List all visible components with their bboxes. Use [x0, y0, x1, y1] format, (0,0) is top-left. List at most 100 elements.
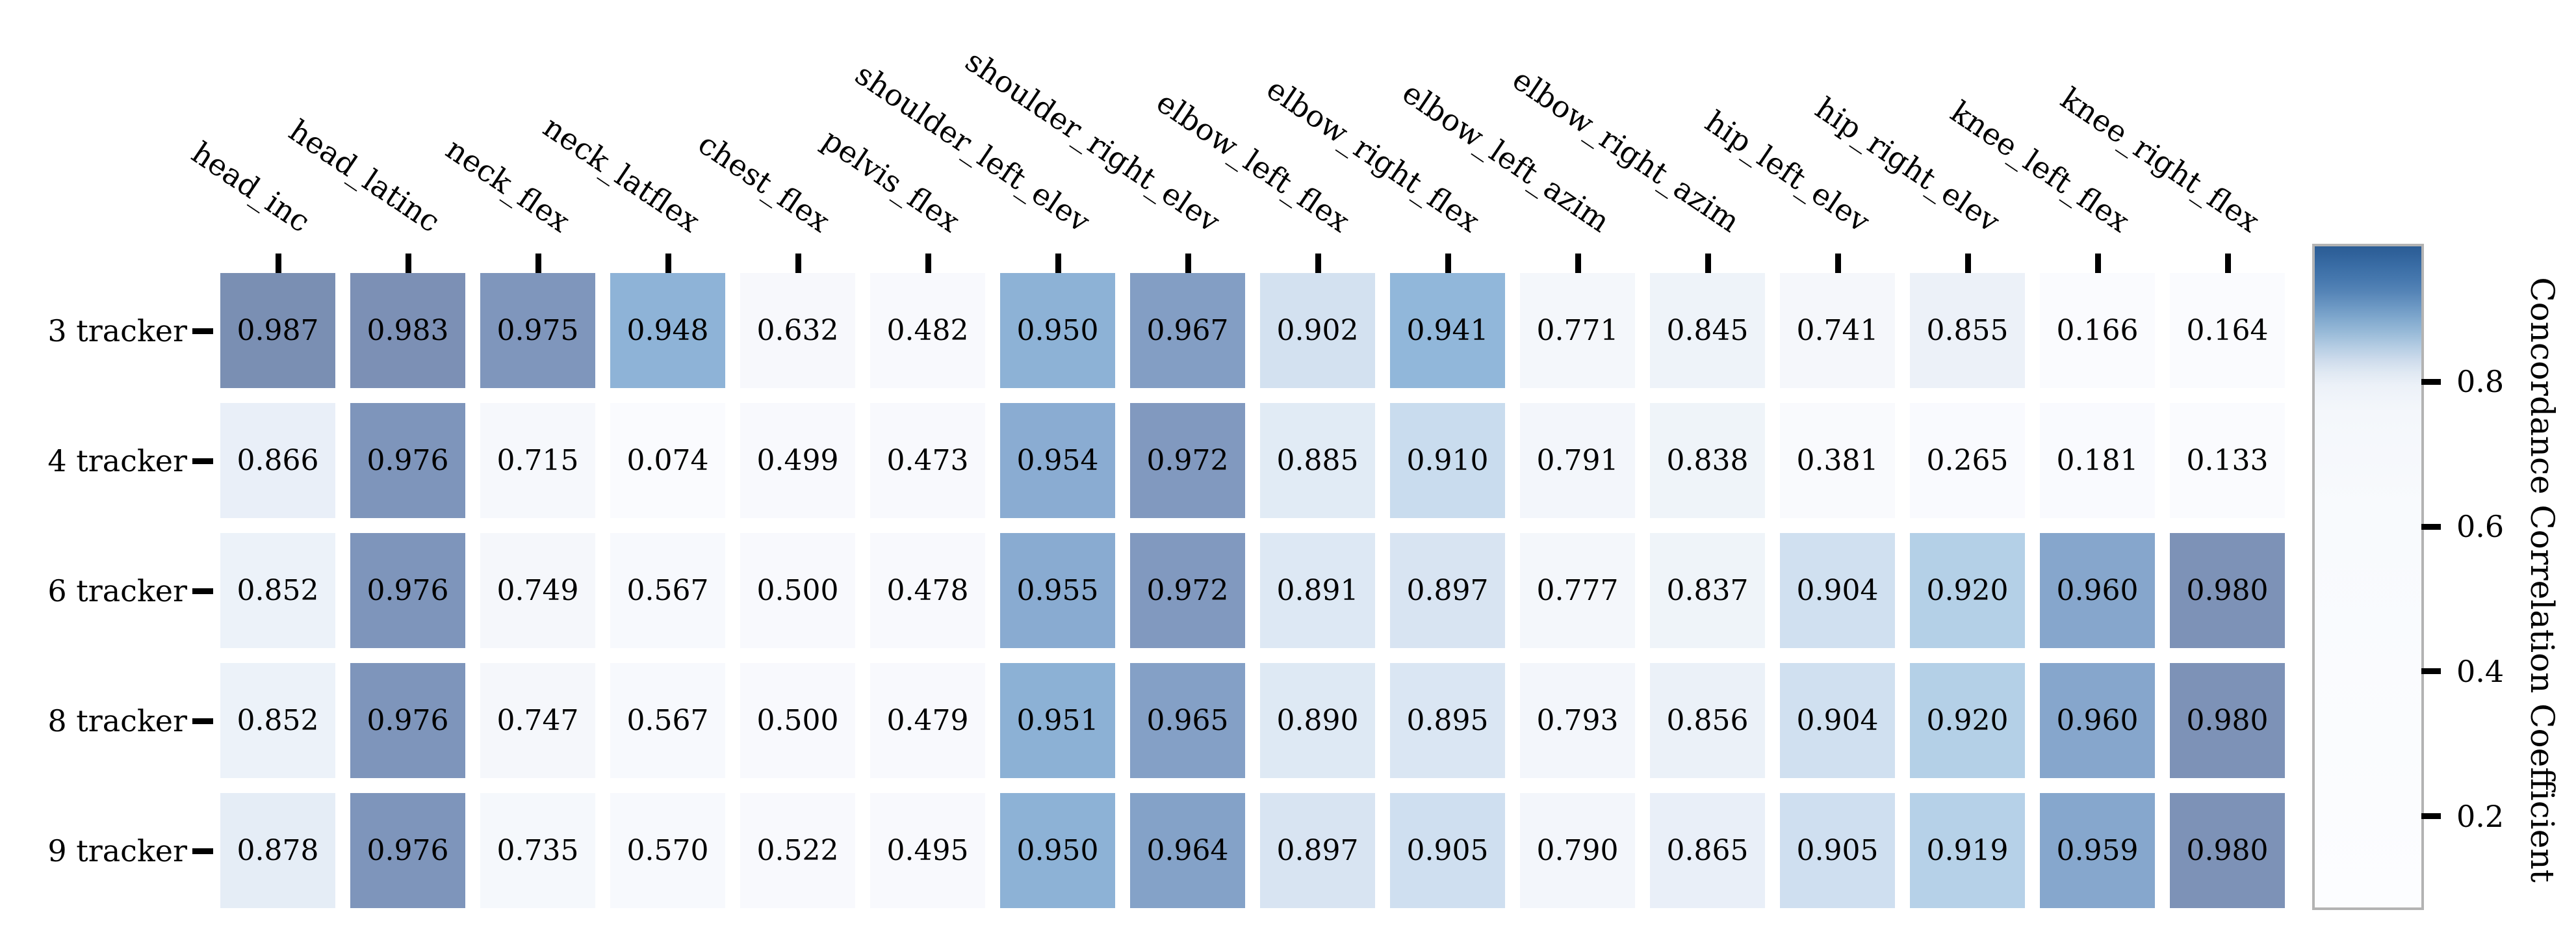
heatmap-cell: 0.980 — [2170, 533, 2285, 648]
row-label-9-tracker: 9 tracker — [47, 833, 187, 868]
heatmap-cell: 0.965 — [1130, 663, 1245, 778]
heatmap-cell: 0.522 — [740, 793, 855, 908]
x-tick — [1185, 254, 1191, 273]
heatmap-cell: 0.482 — [870, 273, 985, 388]
heatmap-cell: 0.473 — [870, 403, 985, 518]
heatmap-cell: 0.975 — [480, 273, 595, 388]
heatmap-cell: 0.855 — [1910, 273, 2025, 388]
x-tick — [1964, 254, 1971, 273]
heatmap-cell: 0.771 — [1520, 273, 1635, 388]
colorbar-tick-label: 0.8 — [2456, 364, 2505, 400]
heatmap-cell: 0.904 — [1780, 533, 1895, 648]
x-tick — [1705, 254, 1711, 273]
x-tick — [795, 254, 801, 273]
heatmap-cell: 0.265 — [1910, 403, 2025, 518]
heatmap-cell: 0.976 — [350, 663, 465, 778]
colorbar-tick — [2421, 668, 2441, 675]
y-tick — [192, 328, 213, 334]
heatmap-cell: 0.777 — [1520, 533, 1635, 648]
x-tick — [1835, 254, 1841, 273]
heatmap-cell: 0.959 — [2040, 793, 2155, 908]
heatmap-cell: 0.381 — [1780, 403, 1895, 518]
heatmap-cell: 0.500 — [740, 663, 855, 778]
heatmap-cell: 0.980 — [2170, 793, 2285, 908]
colorbar-tick-label: 0.4 — [2456, 653, 2505, 689]
colorbar-tick — [2421, 378, 2441, 385]
heatmap-cell: 0.891 — [1260, 533, 1375, 648]
heatmap-cell: 0.902 — [1260, 273, 1375, 388]
row-label-6-tracker: 6 tracker — [47, 573, 187, 608]
heatmap-cell: 0.960 — [2040, 663, 2155, 778]
y-tick — [192, 458, 213, 464]
heatmap-cell: 0.791 — [1520, 403, 1635, 518]
x-tick — [2094, 254, 2101, 273]
heatmap-cell: 0.895 — [1390, 663, 1505, 778]
x-tick — [1055, 254, 1061, 273]
heatmap-cell: 0.632 — [740, 273, 855, 388]
colorbar-tick-label: 0.2 — [2456, 798, 2505, 834]
row-label-3-tracker: 3 tracker — [47, 313, 187, 348]
heatmap-cell: 0.885 — [1260, 403, 1375, 518]
heatmap-cell: 0.164 — [2170, 273, 2285, 388]
heatmap-cell: 0.837 — [1650, 533, 1765, 648]
heatmap-cell: 0.980 — [2170, 663, 2285, 778]
x-tick — [275, 254, 281, 273]
heatmap-cell: 0.793 — [1520, 663, 1635, 778]
colorbar-tick — [2421, 523, 2441, 530]
heatmap-cell: 0.955 — [1000, 533, 1115, 648]
heatmap-cell: 0.919 — [1910, 793, 2025, 908]
heatmap-cell: 0.478 — [870, 533, 985, 648]
colorbar-tick — [2421, 813, 2441, 820]
heatmap-cell: 0.838 — [1650, 403, 1765, 518]
heatmap-cell: 0.890 — [1260, 663, 1375, 778]
heatmap-cell: 0.976 — [350, 793, 465, 908]
heatmap-cell: 0.972 — [1130, 533, 1245, 648]
heatmap-cell: 0.920 — [1910, 533, 2025, 648]
colorbar-gradient — [2312, 244, 2424, 910]
heatmap-cell: 0.479 — [870, 663, 985, 778]
heatmap-cell: 0.865 — [1650, 793, 1765, 908]
heatmap-cell: 0.941 — [1390, 273, 1505, 388]
heatmap-cell: 0.904 — [1780, 663, 1895, 778]
heatmap-cell: 0.948 — [610, 273, 725, 388]
heatmap-cell: 0.495 — [870, 793, 985, 908]
heatmap-cell: 0.897 — [1390, 533, 1505, 648]
x-tick — [1575, 254, 1581, 273]
x-tick — [1445, 254, 1451, 273]
heatmap-cell: 0.845 — [1650, 273, 1765, 388]
heatmap-cell: 0.983 — [350, 273, 465, 388]
x-tick — [2224, 254, 2231, 273]
heatmap-cell: 0.852 — [220, 663, 335, 778]
heatmap-cell: 0.954 — [1000, 403, 1115, 518]
heatmap-cell: 0.856 — [1650, 663, 1765, 778]
heatmap-cell: 0.910 — [1390, 403, 1505, 518]
heatmap-cell: 0.735 — [480, 793, 595, 908]
heatmap-cell: 0.499 — [740, 403, 855, 518]
heatmap-cell: 0.074 — [610, 403, 725, 518]
heatmap-cell: 0.878 — [220, 793, 335, 908]
heatmap-cell: 0.866 — [220, 403, 335, 518]
y-tick — [192, 588, 213, 594]
heatmap-cell: 0.790 — [1520, 793, 1635, 908]
heatmap-cell: 0.570 — [610, 793, 725, 908]
column-label-knee_right_flex: knee_right_flex — [2054, 80, 2266, 239]
heatmap-cell: 0.747 — [480, 663, 595, 778]
colorbar-title: Concordance Correlation Coefficient — [2523, 277, 2561, 883]
x-tick — [1315, 254, 1321, 273]
heatmap-cell: 0.166 — [2040, 273, 2155, 388]
x-tick — [535, 254, 541, 273]
heatmap-cell: 0.181 — [2040, 403, 2155, 518]
heatmap-cell: 0.950 — [1000, 273, 1115, 388]
heatmap-cell: 0.852 — [220, 533, 335, 648]
heatmap-cell: 0.905 — [1390, 793, 1505, 908]
heatmap-cell: 0.567 — [610, 533, 725, 648]
heatmap-cell: 0.897 — [1260, 793, 1375, 908]
row-label-4-tracker: 4 tracker — [47, 443, 187, 478]
y-tick — [192, 718, 213, 724]
heatmap-cell: 0.967 — [1130, 273, 1245, 388]
row-label-8-tracker: 8 tracker — [47, 703, 187, 738]
heatmap-cell: 0.905 — [1780, 793, 1895, 908]
heatmap-cell: 0.972 — [1130, 403, 1245, 518]
x-tick — [405, 254, 411, 273]
